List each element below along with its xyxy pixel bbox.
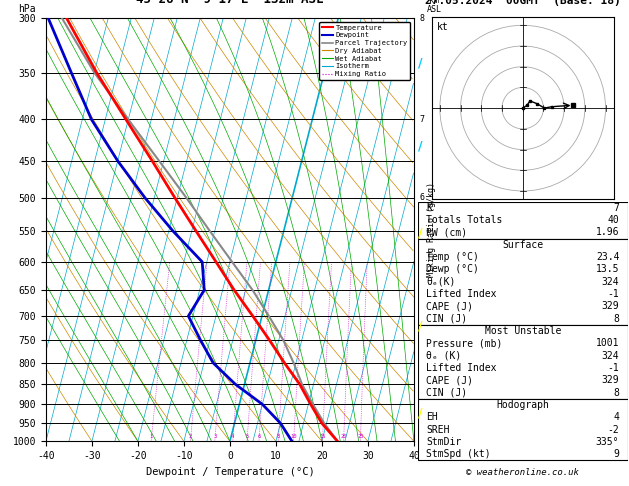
Text: Most Unstable: Most Unstable xyxy=(484,326,561,336)
Text: 324: 324 xyxy=(602,351,620,361)
Bar xyxy=(418,325,628,399)
Text: 1.96: 1.96 xyxy=(596,227,620,238)
Text: 23.4: 23.4 xyxy=(596,252,620,262)
Text: hPa: hPa xyxy=(18,4,36,14)
Text: 1: 1 xyxy=(150,434,153,439)
Text: Mixing Ratio (g/kg): Mixing Ratio (g/kg) xyxy=(427,182,436,278)
Text: 25: 25 xyxy=(357,434,364,439)
X-axis label: Dewpoint / Temperature (°C): Dewpoint / Temperature (°C) xyxy=(145,467,314,477)
Text: CAPE (J): CAPE (J) xyxy=(426,301,473,312)
Text: 13.5: 13.5 xyxy=(596,264,620,275)
Text: 45°26'N  9°17'E  132m ASL: 45°26'N 9°17'E 132m ASL xyxy=(136,0,324,6)
Text: /: / xyxy=(418,139,423,152)
Text: StmSpd (kt): StmSpd (kt) xyxy=(426,449,491,459)
Text: 8: 8 xyxy=(613,314,620,324)
Text: Hodograph: Hodograph xyxy=(496,400,549,410)
Text: 5: 5 xyxy=(420,258,425,266)
Text: 8: 8 xyxy=(613,388,620,398)
Text: CIN (J): CIN (J) xyxy=(426,388,467,398)
Text: km
ASL: km ASL xyxy=(426,0,442,14)
Text: 1001: 1001 xyxy=(596,338,620,348)
Text: 7: 7 xyxy=(613,203,620,213)
Text: -1: -1 xyxy=(608,363,620,373)
Text: /: / xyxy=(418,407,423,419)
Text: 6: 6 xyxy=(257,434,260,439)
Text: 20: 20 xyxy=(340,434,347,439)
Text: 335°: 335° xyxy=(596,437,620,447)
Text: 1: 1 xyxy=(420,419,425,428)
Text: 329: 329 xyxy=(602,375,620,385)
Text: /: / xyxy=(418,57,423,69)
Text: K: K xyxy=(426,203,432,213)
Text: -1: -1 xyxy=(608,289,620,299)
Text: 15: 15 xyxy=(319,434,326,439)
Text: 3: 3 xyxy=(420,312,425,321)
Text: CIN (J): CIN (J) xyxy=(426,314,467,324)
Text: Lifted Index: Lifted Index xyxy=(426,289,496,299)
Text: 10: 10 xyxy=(291,434,297,439)
Text: LCL: LCL xyxy=(420,382,435,391)
Bar xyxy=(418,239,628,325)
Text: CAPE (J): CAPE (J) xyxy=(426,375,473,385)
Text: θₑ(K): θₑ(K) xyxy=(426,277,455,287)
Text: EH: EH xyxy=(426,412,438,422)
Text: 3: 3 xyxy=(213,434,216,439)
Text: © weatheronline.co.uk: © weatheronline.co.uk xyxy=(466,468,579,477)
Text: 4: 4 xyxy=(231,434,235,439)
Text: Lifted Index: Lifted Index xyxy=(426,363,496,373)
Text: 8: 8 xyxy=(277,434,280,439)
Text: 40: 40 xyxy=(608,215,620,225)
Text: 4: 4 xyxy=(613,412,620,422)
Text: 5: 5 xyxy=(245,434,248,439)
Text: kt: kt xyxy=(437,22,449,33)
Text: Temp (°C): Temp (°C) xyxy=(426,252,479,262)
Text: Dewp (°C): Dewp (°C) xyxy=(426,264,479,275)
Text: θₑ (K): θₑ (K) xyxy=(426,351,461,361)
Text: -2: -2 xyxy=(608,425,620,434)
Bar xyxy=(418,399,628,460)
Text: 6: 6 xyxy=(420,193,425,202)
Text: 329: 329 xyxy=(602,301,620,312)
Text: 27.05.2024  00GMT  (Base: 18): 27.05.2024 00GMT (Base: 18) xyxy=(425,0,621,6)
Text: Surface: Surface xyxy=(502,240,543,250)
Text: 9: 9 xyxy=(613,449,620,459)
Text: Totals Totals: Totals Totals xyxy=(426,215,503,225)
Text: /: / xyxy=(418,319,423,332)
Text: 8: 8 xyxy=(420,14,425,23)
Text: 2: 2 xyxy=(189,434,192,439)
Text: PW (cm): PW (cm) xyxy=(426,227,467,238)
Text: /: / xyxy=(418,227,423,240)
Text: 7: 7 xyxy=(420,115,425,124)
Text: StmDir: StmDir xyxy=(426,437,461,447)
Text: Pressure (mb): Pressure (mb) xyxy=(426,338,503,348)
Text: 324: 324 xyxy=(602,277,620,287)
Bar xyxy=(418,202,628,239)
Legend: Temperature, Dewpoint, Parcel Trajectory, Dry Adiabat, Wet Adiabat, Isotherm, Mi: Temperature, Dewpoint, Parcel Trajectory… xyxy=(320,22,410,80)
Text: SREH: SREH xyxy=(426,425,450,434)
